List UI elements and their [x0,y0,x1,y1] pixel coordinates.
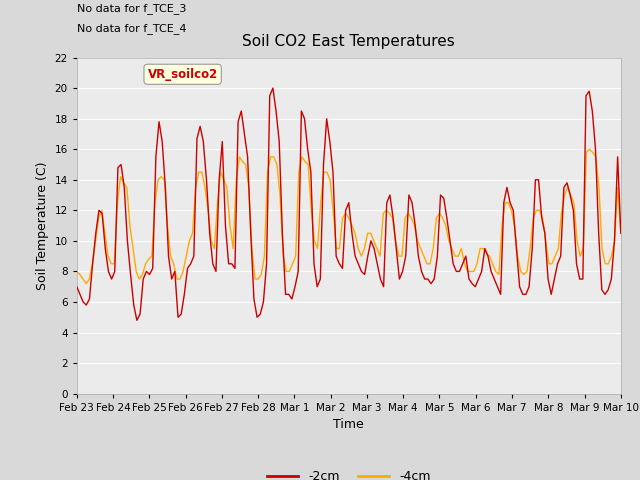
Title: Soil CO2 East Temperatures: Soil CO2 East Temperatures [243,35,455,49]
Y-axis label: Soil Temperature (C): Soil Temperature (C) [36,161,49,290]
Text: No data for f_TCE_4: No data for f_TCE_4 [77,23,186,34]
Text: VR_soilco2: VR_soilco2 [147,68,218,81]
X-axis label: Time: Time [333,418,364,431]
Legend: -2cm, -4cm: -2cm, -4cm [262,465,436,480]
Text: No data for f_TCE_3: No data for f_TCE_3 [77,3,186,14]
